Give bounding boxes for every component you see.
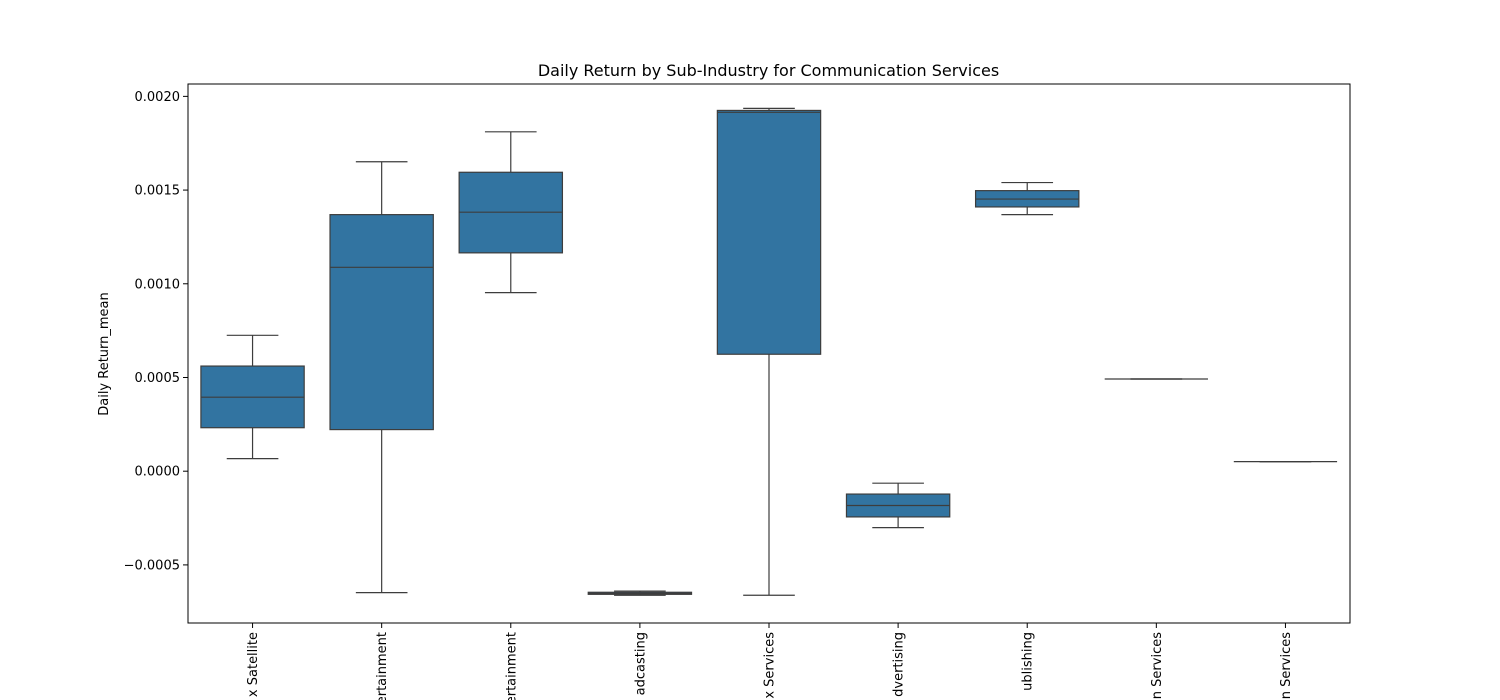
x-tick-label: ublishing [1021, 632, 1036, 691]
x-tick-label: n Services [1150, 632, 1165, 699]
x-tick-label: x Satellite [246, 632, 261, 697]
y-axis-label: Daily Return_mean [97, 292, 112, 416]
y-tick-label: 0.0000 [135, 465, 181, 480]
box-body [329, 214, 434, 431]
box-body [716, 109, 822, 355]
chart-title: Daily Return by Sub-Industry for Communi… [538, 61, 999, 80]
x-tick-label: ertainment [504, 632, 519, 700]
y-tick-label: −0.0005 [124, 558, 180, 573]
x-tick-label: x Services [763, 632, 778, 699]
y-tick-label: 0.0005 [135, 371, 181, 386]
y-tick-label: 0.0020 [135, 90, 181, 105]
x-tick-label: dvertising [892, 632, 907, 697]
x-tick-label: adcasting [633, 632, 648, 695]
y-tick-label: 0.0010 [135, 277, 181, 292]
plot-area: −0.0005 0.0000 0.0005 0.0010 0.0015 0.0020 x S… [124, 83, 1351, 700]
y-tick-label: 0.0015 [135, 184, 181, 199]
x-tick-label: n Services [1279, 632, 1294, 699]
x-tick-label: ertainment [375, 632, 390, 700]
